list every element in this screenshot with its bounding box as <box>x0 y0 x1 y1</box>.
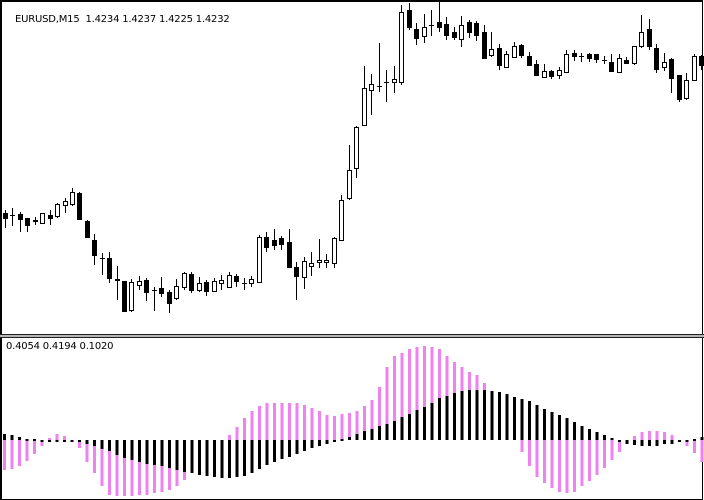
bull-candle <box>362 88 367 126</box>
bear-candle <box>279 238 284 245</box>
bull-candle <box>692 56 697 81</box>
bear-candle <box>287 242 292 268</box>
bear-candle <box>519 45 524 56</box>
bull-candle <box>249 279 254 284</box>
bull-candle <box>504 54 509 68</box>
bull-candle <box>317 260 322 263</box>
bear-candle <box>437 22 442 28</box>
bull-candle <box>332 238 337 264</box>
bull-candle <box>227 275 232 288</box>
bull-candle <box>564 54 569 73</box>
bear-candle <box>407 10 412 28</box>
bull-candle <box>182 273 187 288</box>
bull-candle <box>354 127 359 169</box>
bear-candle <box>414 29 419 39</box>
bear-candle <box>467 22 472 33</box>
bull-candle <box>40 213 45 224</box>
bull-candle <box>557 70 562 76</box>
bear-candle <box>527 56 532 66</box>
bear-candle <box>144 280 149 293</box>
bear-candle <box>294 267 299 277</box>
bull-candle <box>369 84 374 91</box>
bear-candle <box>587 54 592 59</box>
bear-candle <box>167 292 172 304</box>
bear-candle <box>549 71 554 77</box>
bull-candle <box>324 260 329 263</box>
bear-candle <box>669 59 674 79</box>
bear-candle <box>699 56 704 66</box>
bull-candle <box>422 27 427 37</box>
bear-candle <box>264 237 269 248</box>
bull-candle <box>459 25 464 40</box>
bull-candle <box>662 62 667 68</box>
bear-candle <box>33 220 38 222</box>
bear-candle <box>204 282 209 292</box>
bear-candle <box>654 48 659 70</box>
bear-candle <box>677 75 682 100</box>
bull-candle <box>137 281 142 286</box>
bear-candle <box>189 274 194 291</box>
bear-candle <box>3 213 8 219</box>
bear-candle <box>594 54 599 60</box>
bull-candle <box>512 46 517 58</box>
price-chart-panel[interactable]: EURUSD,M15 1.4234 1.4237 1.4225 1.4232 <box>0 0 703 334</box>
panel-separator[interactable] <box>0 334 704 338</box>
bear-candle <box>497 48 502 66</box>
bull-candle <box>347 170 352 199</box>
candlestick-series <box>3 2 704 313</box>
bear-candle <box>452 32 457 38</box>
bear-candle <box>234 276 239 282</box>
bear-candle <box>482 32 487 59</box>
bear-candle <box>77 193 82 220</box>
bear-candle <box>85 221 90 238</box>
bull-candle <box>399 12 404 83</box>
symbol-ohlc-label: EURUSD,M15 1.4234 1.4237 1.4225 1.4232 <box>15 14 230 25</box>
bear-candle <box>18 214 23 220</box>
bear-candle <box>609 62 614 72</box>
bear-candle <box>444 24 449 36</box>
bear-candle <box>25 218 30 226</box>
bear-candle <box>272 240 277 246</box>
bull-candle <box>212 281 217 292</box>
bear-candle <box>107 258 112 279</box>
bull-candle <box>197 283 202 291</box>
bear-candle <box>48 215 53 219</box>
bear-candle <box>159 288 164 294</box>
bull-candle <box>632 46 637 64</box>
bear-candle <box>572 53 577 57</box>
bear-candle <box>115 279 120 281</box>
bear-candle <box>92 240 97 256</box>
indicator-panel[interactable]: 0.4054 0.4194 0.1020 <box>0 338 703 500</box>
bull-candle <box>129 282 134 311</box>
bull-candle <box>542 71 547 78</box>
bear-candle <box>474 23 479 36</box>
bear-candle <box>624 60 629 64</box>
bull-candle <box>339 200 344 241</box>
bull-candle <box>174 286 179 299</box>
bull-candle <box>392 79 397 83</box>
bull-candle <box>63 201 68 206</box>
bear-candle <box>534 64 539 76</box>
bull-candle <box>302 261 307 278</box>
bull-candle <box>257 237 262 283</box>
bull-candle <box>309 263 314 267</box>
bull-candle <box>617 58 622 73</box>
bull-candle <box>639 32 644 47</box>
bull-candle <box>70 192 75 205</box>
bull-candle <box>684 80 689 99</box>
bear-candle <box>647 29 652 47</box>
bull-candle <box>219 280 224 284</box>
indicator-values-label: 0.4054 0.4194 0.1020 <box>6 341 114 352</box>
bull-candle <box>55 204 60 217</box>
bear-candle <box>122 281 127 312</box>
bull-candle <box>489 49 494 56</box>
